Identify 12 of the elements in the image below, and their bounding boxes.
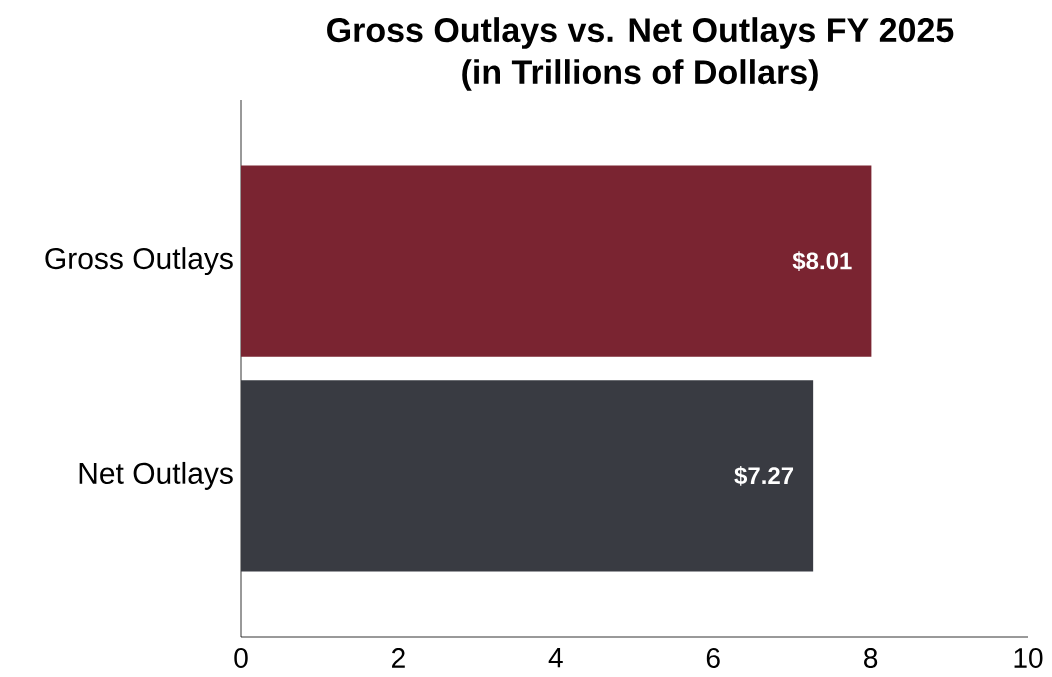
x-tick-label: 6 — [706, 648, 720, 668]
chart-subtitle: (in Trillions of Dollars) — [462, 59, 818, 91]
x-tick-label: 4 — [548, 648, 563, 668]
x-tick-label: 0 — [234, 648, 248, 668]
x-tick-label: 10 — [1014, 648, 1043, 668]
y-tick-label: Gross Outlays — [45, 247, 233, 276]
data-label: $7.27 — [734, 466, 794, 486]
data-label: $8.01 — [792, 251, 852, 271]
x-tick-label: 8 — [864, 648, 878, 668]
x-tick-label: 2 — [392, 648, 405, 668]
y-tick-label: Net Outlays — [79, 461, 233, 490]
chart-title: Gross Outlays vs. Net Outlays FY 2025 — [327, 17, 954, 49]
